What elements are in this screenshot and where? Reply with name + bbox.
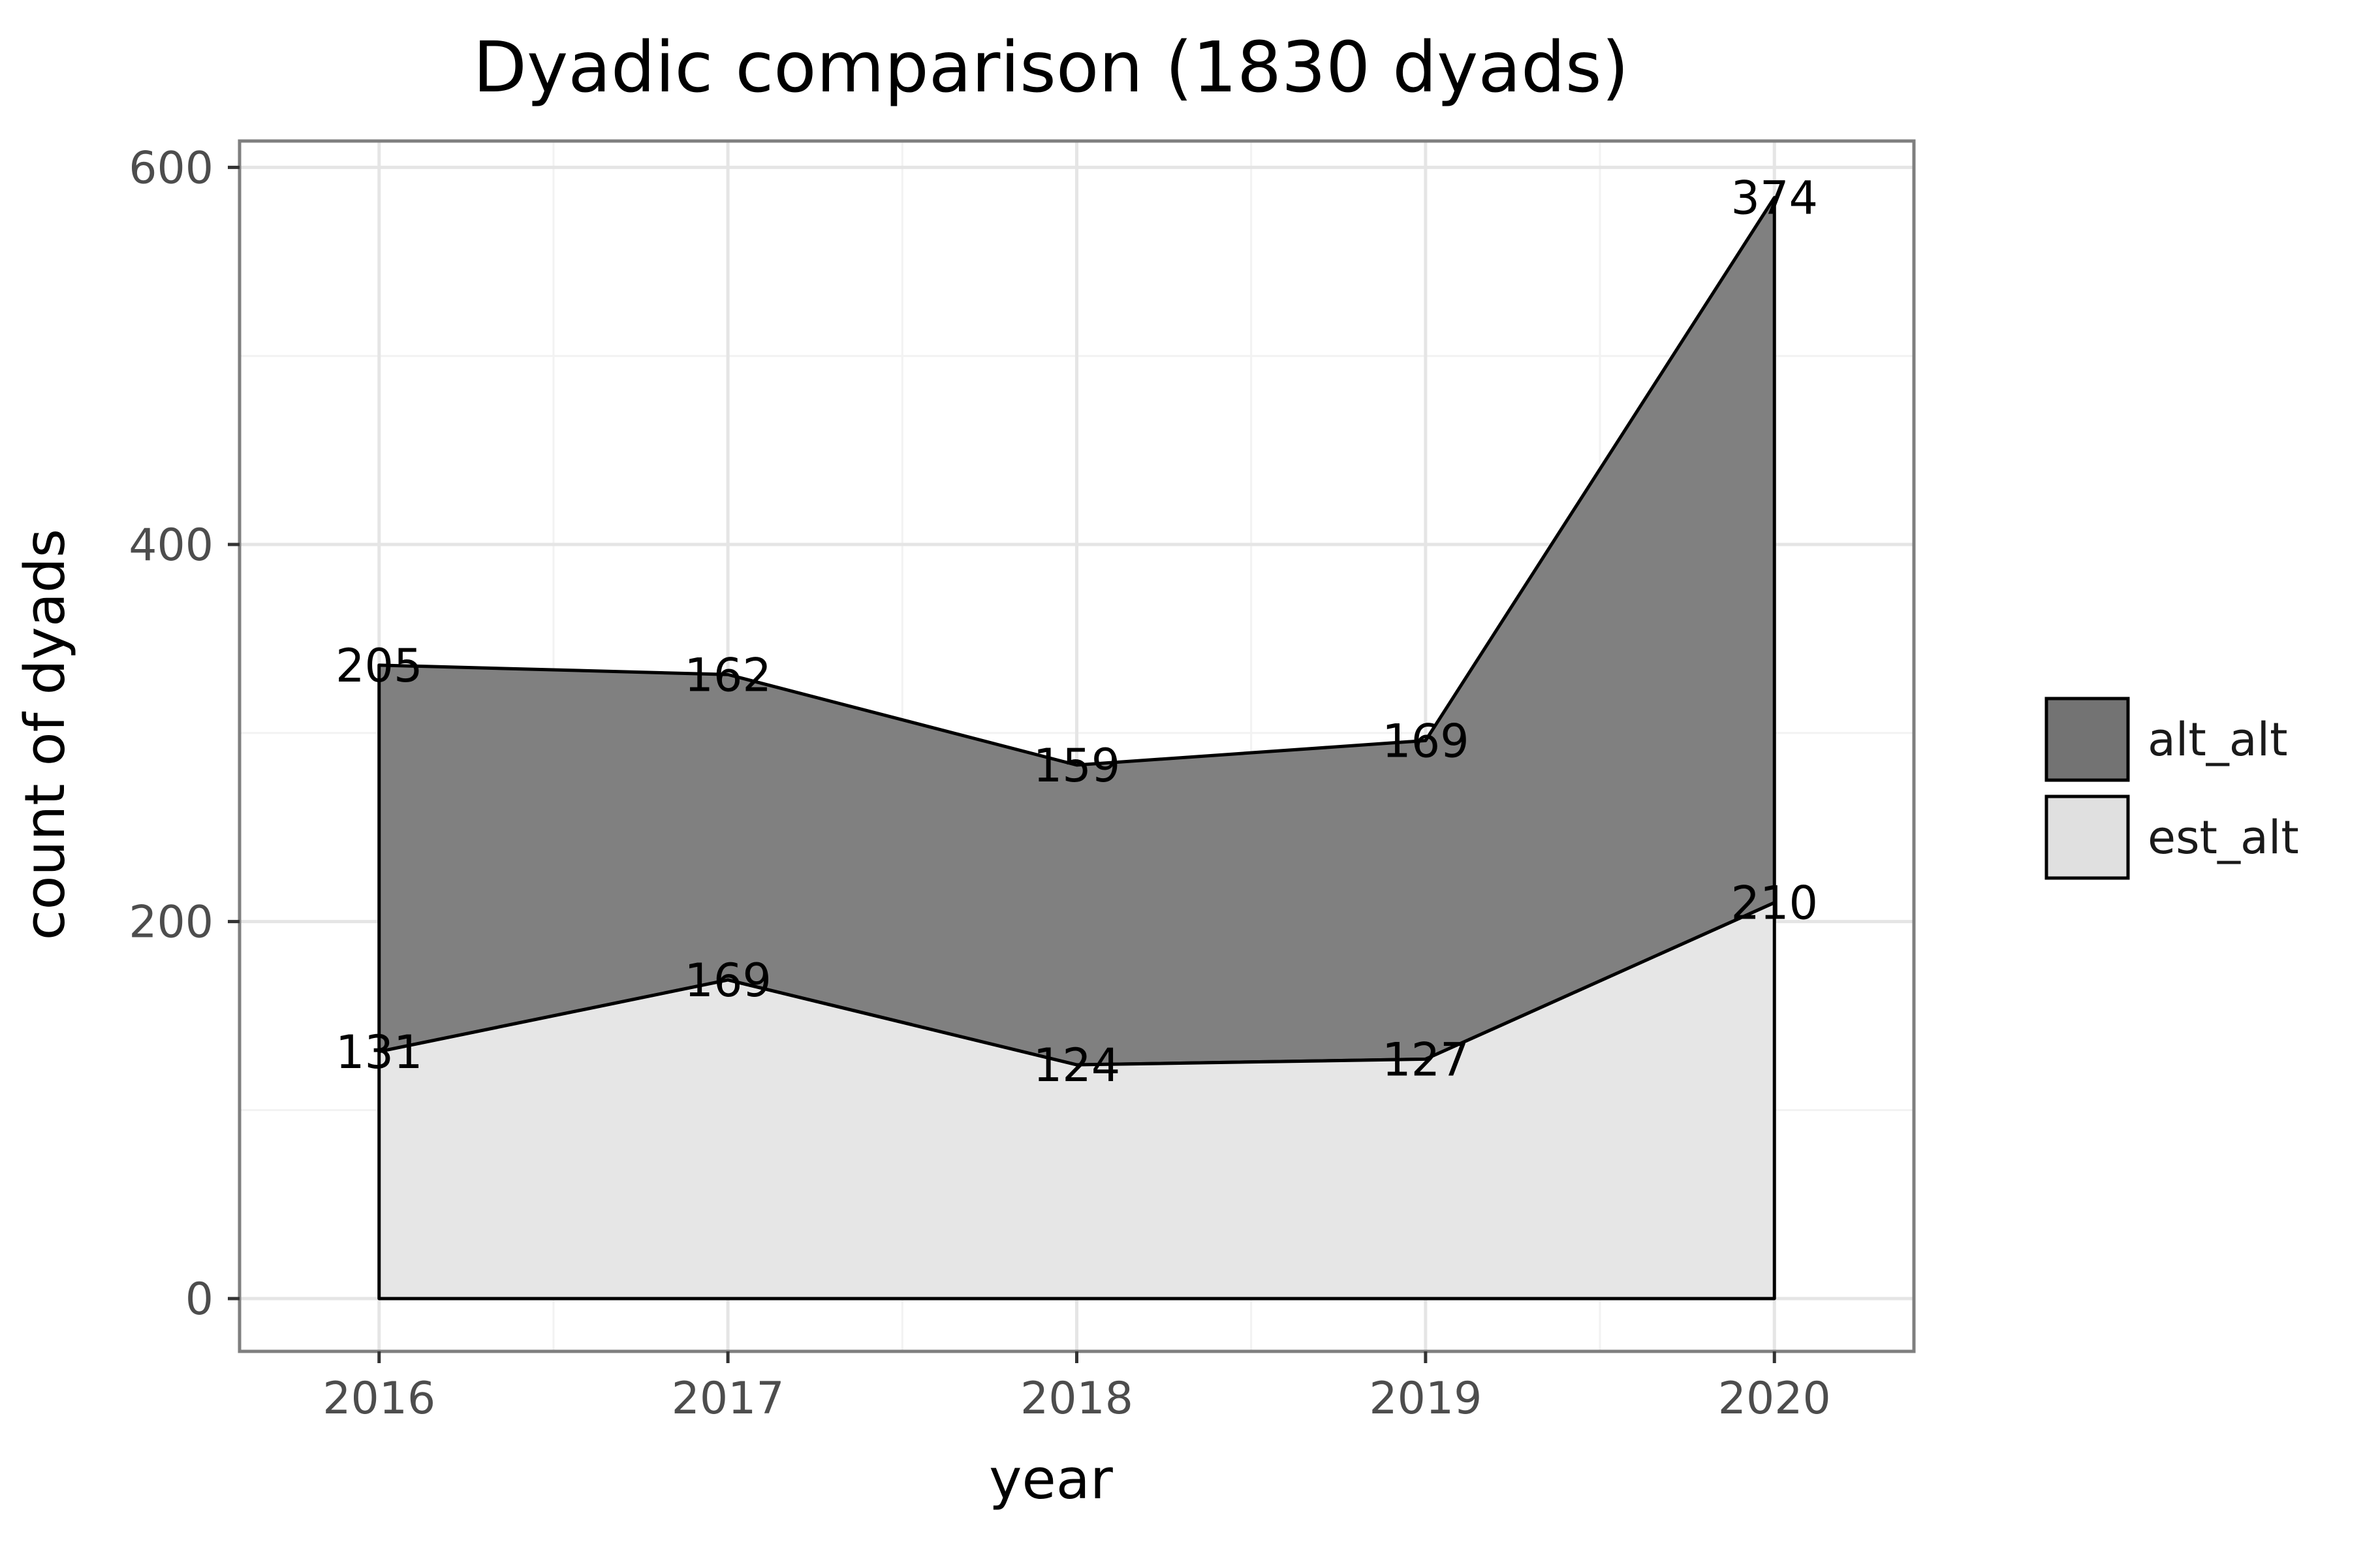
x-tick-label: 2019 xyxy=(1369,1373,1482,1424)
legend: alt_alt est_alt xyxy=(2044,697,2299,880)
area-est_alt xyxy=(377,901,1776,1300)
legend-key-alt_alt xyxy=(2044,697,2130,782)
data-label-alt_alt: 205 xyxy=(336,639,423,693)
data-label-est_alt: 127 xyxy=(1382,1033,1469,1086)
data-label-alt_alt: 159 xyxy=(1033,739,1121,793)
x-axis-title: year xyxy=(989,1447,1113,1512)
x-tick-label: 2020 xyxy=(1718,1373,1831,1424)
data-label-alt_alt: 374 xyxy=(1730,172,1818,225)
data-label-est_alt: 210 xyxy=(1730,877,1818,930)
chart-title: Dyadic comparison (1830 dyads) xyxy=(473,27,1629,108)
data-label-est_alt: 124 xyxy=(1033,1039,1121,1092)
axes: 2016 2017 2018 2019 2020 0 200 400 600 xyxy=(129,139,1916,1424)
data-labels: 131 205 169 162 124 159 127 169 210 374 xyxy=(336,172,1818,1092)
data-label-alt_alt: 169 xyxy=(1382,714,1469,768)
y-tick-label: 600 xyxy=(129,142,213,194)
x-tick-label: 2017 xyxy=(672,1373,785,1424)
y-tick-label: 200 xyxy=(129,897,213,949)
y-axis-title: count of dyads xyxy=(13,529,78,940)
legend-key-est_alt xyxy=(2044,795,2130,880)
area-series xyxy=(377,196,1776,1300)
y-tick-label: 0 xyxy=(185,1274,213,1325)
x-tick-label: 2016 xyxy=(322,1373,435,1424)
data-label-alt_alt: 162 xyxy=(684,648,772,702)
legend-label-alt_alt: alt_alt xyxy=(2148,713,2288,766)
legend-label-est_alt: est_alt xyxy=(2148,811,2299,864)
data-label-est_alt: 169 xyxy=(684,954,772,1007)
y-tick-label: 400 xyxy=(129,520,213,571)
data-label-est_alt: 131 xyxy=(336,1026,423,1079)
x-tick-label: 2018 xyxy=(1020,1373,1133,1424)
